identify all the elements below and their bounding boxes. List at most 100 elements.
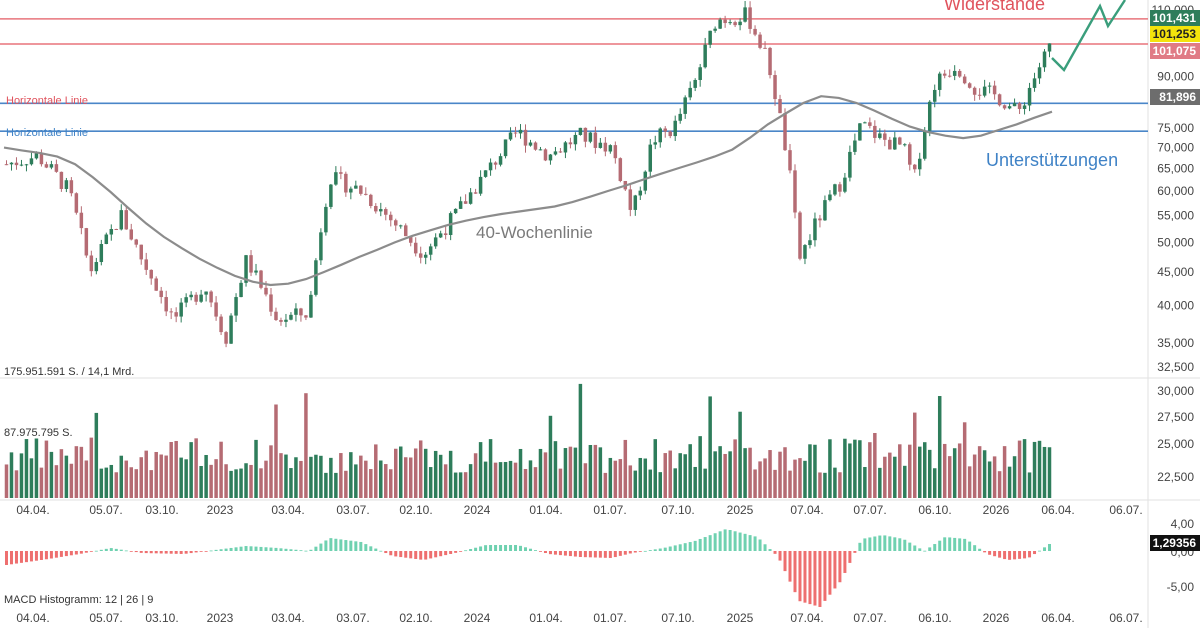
macd-bar	[84, 551, 88, 553]
macd-bar	[978, 548, 982, 551]
macd-bar	[623, 551, 627, 555]
macd-bar	[174, 551, 178, 554]
volume-bar	[264, 460, 268, 498]
candle-body	[114, 229, 119, 231]
candle-body	[987, 85, 992, 87]
candle-body	[264, 287, 268, 295]
macd-bar	[583, 551, 587, 558]
volume-bar	[438, 454, 443, 498]
volume-bar	[39, 467, 44, 498]
candle-body	[1027, 87, 1032, 106]
macd-bar	[863, 538, 867, 551]
volume-bar	[1042, 446, 1047, 498]
macd-bar	[404, 551, 408, 558]
candle-body	[468, 192, 473, 204]
candle-body	[878, 133, 882, 138]
candle-body	[873, 125, 877, 138]
candle-body	[299, 308, 303, 316]
volume-bar	[224, 464, 228, 498]
candle-body	[653, 142, 658, 145]
time-tick-label: 07.07.	[853, 611, 886, 625]
candle-body	[129, 229, 134, 240]
volume-bar	[1032, 441, 1037, 498]
macd-bar	[194, 551, 198, 553]
volume-bar	[947, 456, 952, 498]
macd-bar	[74, 551, 78, 555]
volume-bar	[274, 404, 278, 498]
volume-bar	[608, 457, 613, 498]
volume-bar	[1007, 466, 1012, 498]
projection-line	[1051, 0, 1127, 72]
volume-bar	[234, 469, 238, 498]
candle-body	[583, 127, 588, 142]
volume-bars	[4, 383, 1052, 498]
volume-bar	[803, 460, 807, 498]
volume-bar	[858, 440, 862, 498]
volume-bar	[1047, 447, 1052, 498]
volume-bar	[104, 467, 109, 498]
volume-bar	[44, 440, 49, 498]
candle-body	[493, 162, 498, 165]
candle-body	[668, 131, 672, 137]
macd-bar	[69, 551, 73, 556]
macd-bar	[833, 551, 837, 589]
macd-bar	[858, 542, 862, 551]
volume-bar	[64, 455, 69, 498]
macd-bar	[1023, 551, 1027, 559]
price-badge	[1150, 10, 1200, 26]
macd-bar	[843, 551, 847, 573]
volume-bar	[778, 451, 782, 498]
volume-bar	[783, 447, 787, 498]
macd-bar	[9, 551, 13, 565]
price-tick-label: 45,000	[1157, 265, 1194, 279]
candle-body	[1002, 105, 1007, 109]
candle-body	[423, 254, 428, 258]
volume-tick-label: 22,500	[1157, 470, 1194, 484]
macd-bar	[1028, 551, 1032, 558]
macd-bar	[1033, 551, 1037, 555]
candle-body	[498, 156, 503, 165]
macd-bar	[693, 540, 697, 551]
candle-body	[927, 101, 932, 131]
volume-bar	[478, 442, 483, 498]
volume-bar	[638, 457, 643, 498]
candle-body	[768, 47, 772, 76]
volume-bar	[668, 450, 672, 498]
macd-bar	[269, 547, 273, 551]
macd-bar	[838, 551, 842, 583]
candle-body	[823, 200, 827, 221]
candle-body	[748, 7, 752, 29]
volume-bar	[678, 453, 682, 498]
macd-bar	[543, 551, 547, 554]
candle-body	[883, 133, 887, 140]
volume-bar	[379, 460, 383, 498]
volume-bar	[942, 443, 947, 498]
volume-bar	[588, 445, 593, 498]
macd-bar	[608, 551, 612, 558]
volume-bar	[249, 464, 253, 498]
candle-body	[1007, 106, 1012, 109]
macd-bar	[234, 547, 238, 551]
volume-bar	[384, 464, 388, 498]
volume-bar	[488, 439, 493, 498]
volume-bar	[623, 439, 628, 498]
resistance-label: Widerstände	[944, 0, 1045, 14]
candle-body	[967, 83, 972, 88]
candle-body	[354, 185, 358, 189]
macd-bar	[219, 549, 223, 551]
volume-bar	[359, 455, 363, 498]
macd-bar	[499, 545, 503, 551]
price-tick-label: 70,000	[1157, 141, 1194, 155]
macd-tick-label: 4,00	[1171, 517, 1195, 531]
candle-body	[79, 212, 84, 229]
volume-bar	[134, 469, 138, 498]
volume-bar	[94, 412, 99, 498]
candle-body	[488, 162, 493, 171]
volume-bar	[728, 451, 732, 498]
volume-bar	[403, 457, 408, 498]
price-tick-label: 55,000	[1157, 209, 1194, 223]
candle-body	[942, 73, 947, 76]
volume-bar	[418, 440, 423, 498]
macd-bar	[414, 551, 418, 559]
support-label: Unterstützungen	[986, 150, 1118, 170]
